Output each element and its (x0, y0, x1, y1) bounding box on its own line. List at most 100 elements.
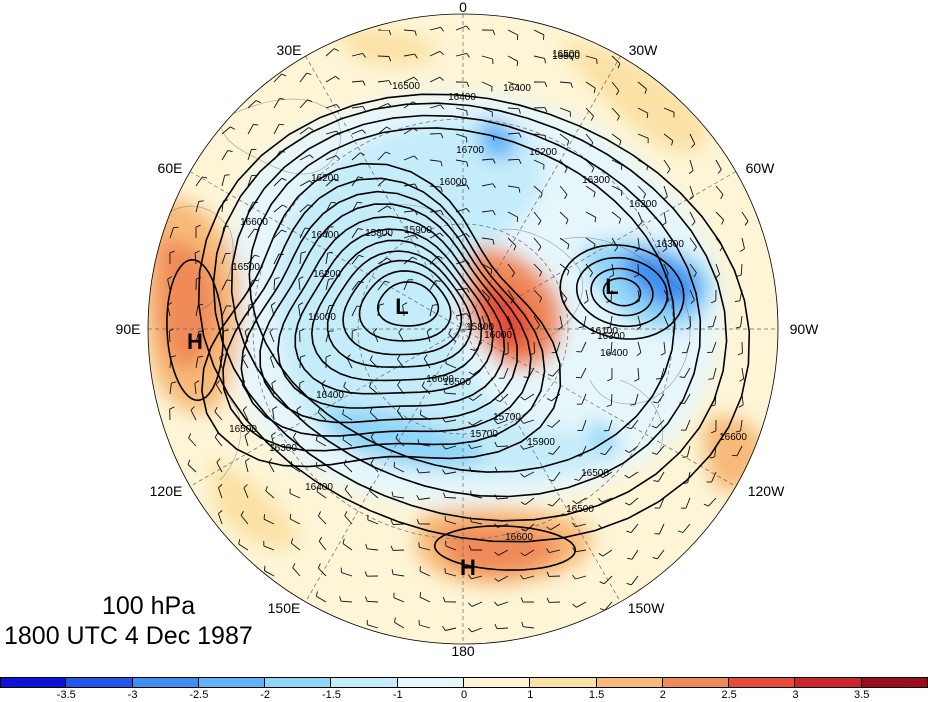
contour-label: 16500 (581, 468, 609, 479)
wind-barb-feather (298, 276, 304, 280)
wind-barb (712, 315, 717, 327)
wind-barb-feather (466, 82, 470, 88)
wind-barb (559, 211, 569, 220)
colorbar-tick-label: 3.5 (854, 689, 870, 701)
wind-barb (445, 445, 457, 450)
wind-barb (403, 210, 415, 213)
wind-barb (663, 159, 671, 170)
wind-barb (481, 210, 493, 213)
wind-barb (247, 100, 257, 109)
wind-barb (325, 178, 335, 187)
wind-barb (377, 103, 389, 109)
wind-barb-feather (708, 378, 714, 380)
wind-barb-feather (636, 352, 642, 356)
wind-barb (637, 367, 640, 380)
wind-barb-feather (590, 142, 594, 148)
low-center-marker: L (395, 294, 408, 319)
wind-barb (325, 305, 330, 317)
wind-barb (240, 515, 249, 525)
wind-barb-feather (520, 597, 524, 603)
wind-barb (426, 331, 431, 343)
wind-barb (602, 471, 613, 479)
contour-line (342, 259, 463, 356)
wind-barb-feather (516, 217, 519, 223)
wind-barb (273, 204, 283, 213)
wind-barb (507, 185, 519, 189)
wind-barb (264, 570, 275, 577)
wind-barb (481, 55, 493, 60)
wind-barb (265, 490, 275, 499)
lon-label-30w: 30W (628, 42, 658, 58)
wind-barb-feather (197, 355, 203, 358)
wind-barb-feather (633, 274, 639, 278)
wind-barb-feather (494, 466, 498, 472)
wind-barb (273, 229, 282, 239)
wind-barb (317, 411, 327, 421)
wind-barb-feather (518, 159, 522, 164)
contour-line (602, 277, 642, 307)
wind-barb (472, 419, 483, 426)
wind-barb-feather (518, 132, 522, 138)
wind-barb-feather (544, 81, 548, 87)
contour-line (230, 114, 702, 498)
wind-barb (736, 445, 743, 457)
wind-barb-feather (593, 192, 596, 198)
wind-barb (351, 281, 360, 291)
wind-barb (244, 435, 249, 447)
contour-labels: 16500 16500 16400 16400 16200 16300 16200 16700… (229, 49, 747, 543)
wind-barb-feather (279, 98, 285, 100)
contour-line (222, 177, 546, 452)
wind-barb (429, 26, 441, 31)
wind-barb-feather (394, 617, 396, 623)
wind-barb-feather (564, 168, 568, 174)
wind-barb (533, 55, 545, 59)
contour-line (212, 102, 728, 522)
wind-barb-feather (548, 452, 554, 455)
wind-barb-feather (503, 352, 509, 356)
wind-barb (471, 445, 483, 450)
wind-barb-feather (599, 581, 605, 585)
wind-barb-feather (740, 248, 745, 252)
wind-barb-feather (442, 596, 446, 602)
wind-barb-feather (653, 480, 659, 482)
wind-barb (712, 367, 717, 379)
wind-barb (169, 227, 174, 239)
wind-barb-feather (466, 110, 468, 116)
wind-barb-feather (598, 497, 603, 503)
wind-barb (290, 465, 301, 473)
wind-barb (578, 471, 587, 481)
wind-barb-feather (170, 355, 176, 358)
wind-barb (244, 461, 249, 473)
wind-barb-feather (271, 432, 276, 436)
wind-barb-feather (379, 303, 385, 306)
wind-barb (215, 384, 223, 395)
wind-barb-feather (546, 398, 552, 402)
wind-barb (342, 543, 353, 551)
contour-label: 16400 (305, 482, 333, 493)
wind-barb (377, 232, 389, 239)
wind-barb-feather (721, 219, 725, 225)
wind-barb (630, 419, 639, 429)
wind-barb (533, 341, 536, 354)
wind-barb-feather (634, 378, 640, 382)
wind-barb (689, 133, 696, 145)
wind-barb (247, 149, 252, 161)
wind-barb (524, 549, 535, 557)
wind-barb-feather (466, 161, 469, 167)
wind-barb-feather (390, 545, 394, 551)
wind-barb (403, 76, 415, 83)
wind-barb (351, 305, 358, 317)
wind-barb-feather (444, 568, 446, 574)
contour-label: 16600 (240, 217, 268, 228)
contour-line (358, 270, 452, 342)
wind-barb-feather (539, 271, 543, 277)
wind-barb-feather (391, 491, 394, 497)
wind-barb-feather (520, 396, 526, 401)
colorbar: -3.5 -3 -2.5 -2 -1.5 -1 0 1 1.5 2 2.5 3 3.5 (0, 677, 928, 702)
wind-barb-feather (357, 228, 363, 230)
wind-barb-feather (187, 459, 191, 465)
wind-barb (325, 279, 329, 291)
wind-barb-feather (693, 272, 697, 278)
wind-barb (429, 104, 441, 109)
wind-barb (377, 280, 385, 291)
